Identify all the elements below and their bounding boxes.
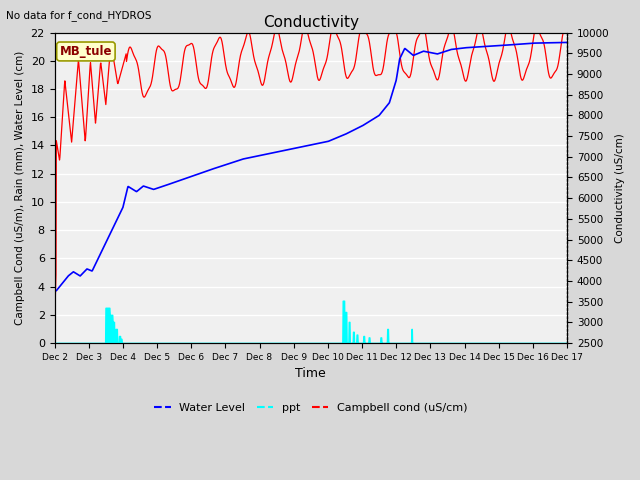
Y-axis label: Campbell Cond (uS/m), Rain (mm), Water Level (cm): Campbell Cond (uS/m), Rain (mm), Water L… — [15, 51, 25, 325]
Text: MB_tule: MB_tule — [60, 45, 112, 58]
X-axis label: Time: Time — [296, 367, 326, 380]
Legend: Water Level, ppt, Campbell cond (uS/cm): Water Level, ppt, Campbell cond (uS/cm) — [150, 398, 472, 417]
Title: Conductivity: Conductivity — [263, 15, 359, 30]
Y-axis label: Conductivity (uS/cm): Conductivity (uS/cm) — [615, 133, 625, 243]
Text: No data for f_cond_HYDROS: No data for f_cond_HYDROS — [6, 10, 152, 21]
